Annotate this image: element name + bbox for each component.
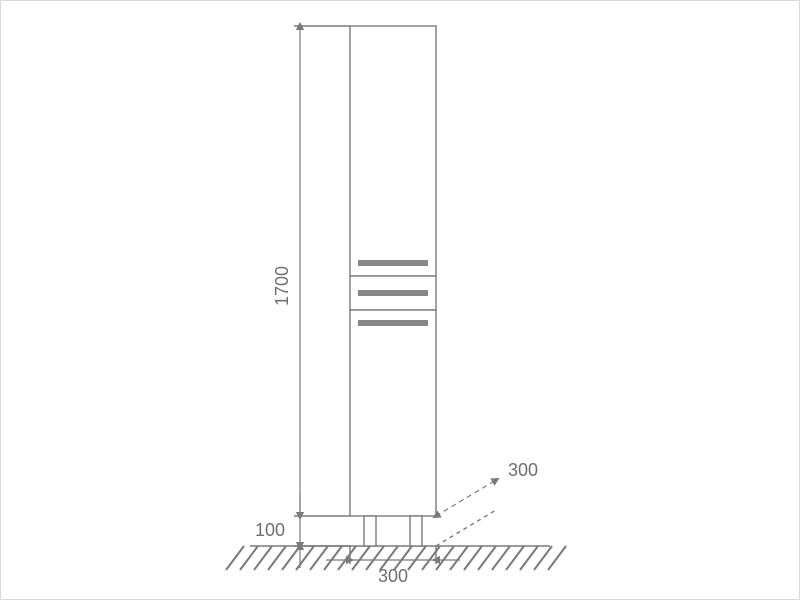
lower-door-handle (358, 320, 428, 326)
lower-door (350, 310, 436, 516)
dimension-width-label: 300 (378, 566, 408, 586)
dimension-depth-300: 300 (436, 460, 538, 546)
cabinet-leg-1 (364, 516, 376, 546)
drawer-handle (358, 290, 428, 296)
upper-door-handle (358, 260, 428, 266)
cabinet-leg-2 (410, 516, 422, 546)
dimension-leg-100: 100 (255, 494, 350, 568)
cabinet (350, 26, 436, 546)
dimension-depth-label: 300 (508, 460, 538, 480)
dimension-leg-label: 100 (255, 520, 285, 540)
upper-door (350, 26, 436, 276)
dimension-height-1700: 1700 (272, 26, 350, 546)
dimension-height-label: 1700 (272, 266, 292, 306)
